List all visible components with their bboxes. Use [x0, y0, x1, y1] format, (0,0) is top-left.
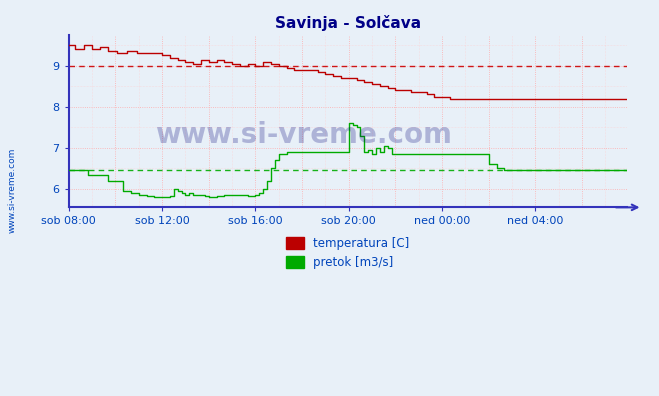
Title: Savinja - Solčava: Savinja - Solčava: [275, 15, 421, 31]
Legend: temperatura [C], pretok [m3/s]: temperatura [C], pretok [m3/s]: [281, 232, 415, 274]
Text: www.si-vreme.com: www.si-vreme.com: [155, 121, 451, 149]
Text: www.si-vreme.com: www.si-vreme.com: [8, 147, 17, 233]
